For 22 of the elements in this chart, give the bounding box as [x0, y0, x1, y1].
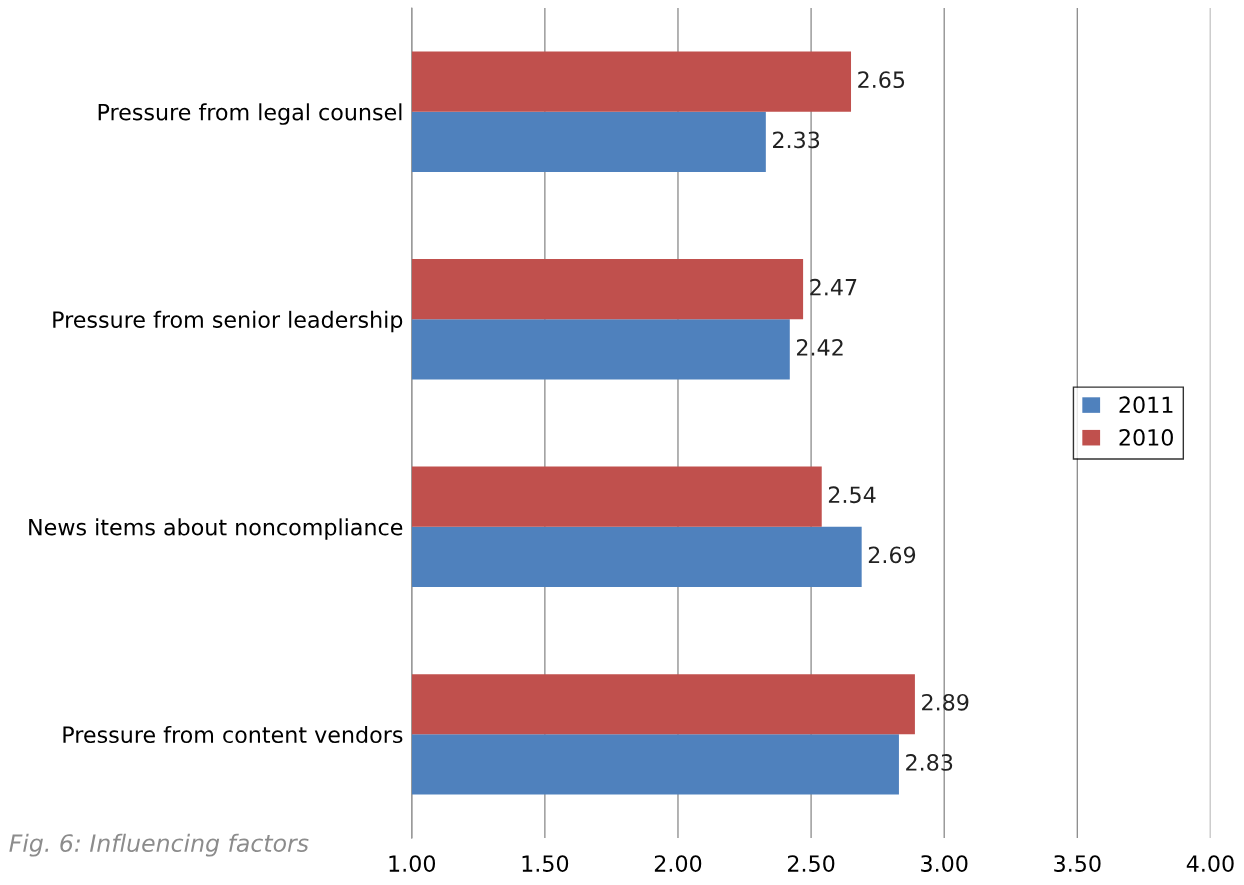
x-tick-label: 2.50 — [787, 855, 835, 872]
data-label: 2.42 — [796, 338, 843, 356]
x-tick-label: 3.00 — [921, 855, 968, 872]
data-label: 2.89 — [922, 693, 969, 711]
y-tick-label: Pressure from legal counsel — [98, 103, 402, 125]
legend-label: 2011 — [1119, 396, 1173, 414]
x-tick-label: 4.00 — [1186, 855, 1234, 872]
y-tick-label: Pressure from content vendors — [63, 725, 403, 744]
data-label: 2.47 — [810, 278, 857, 296]
data-label: 2.69 — [868, 546, 916, 564]
data-label: 2.83 — [906, 754, 953, 771]
y-tick-label: Pressure from senior leadership — [53, 310, 403, 333]
x-tick-label: 2.00 — [654, 855, 702, 872]
caption: Fig. 6: Influencing factors — [9, 833, 309, 857]
x-tick-label: 1.00 — [389, 855, 436, 872]
data-label: 2.54 — [828, 486, 876, 504]
data-label: 2.65 — [858, 71, 905, 89]
data-label: 2.33 — [773, 131, 820, 149]
legend-label: 2010 — [1119, 428, 1173, 446]
x-tick-label: 1.50 — [522, 855, 569, 872]
y-tick-label: News items about noncompliance — [29, 518, 403, 540]
x-tick-label: 3.50 — [1054, 855, 1101, 872]
